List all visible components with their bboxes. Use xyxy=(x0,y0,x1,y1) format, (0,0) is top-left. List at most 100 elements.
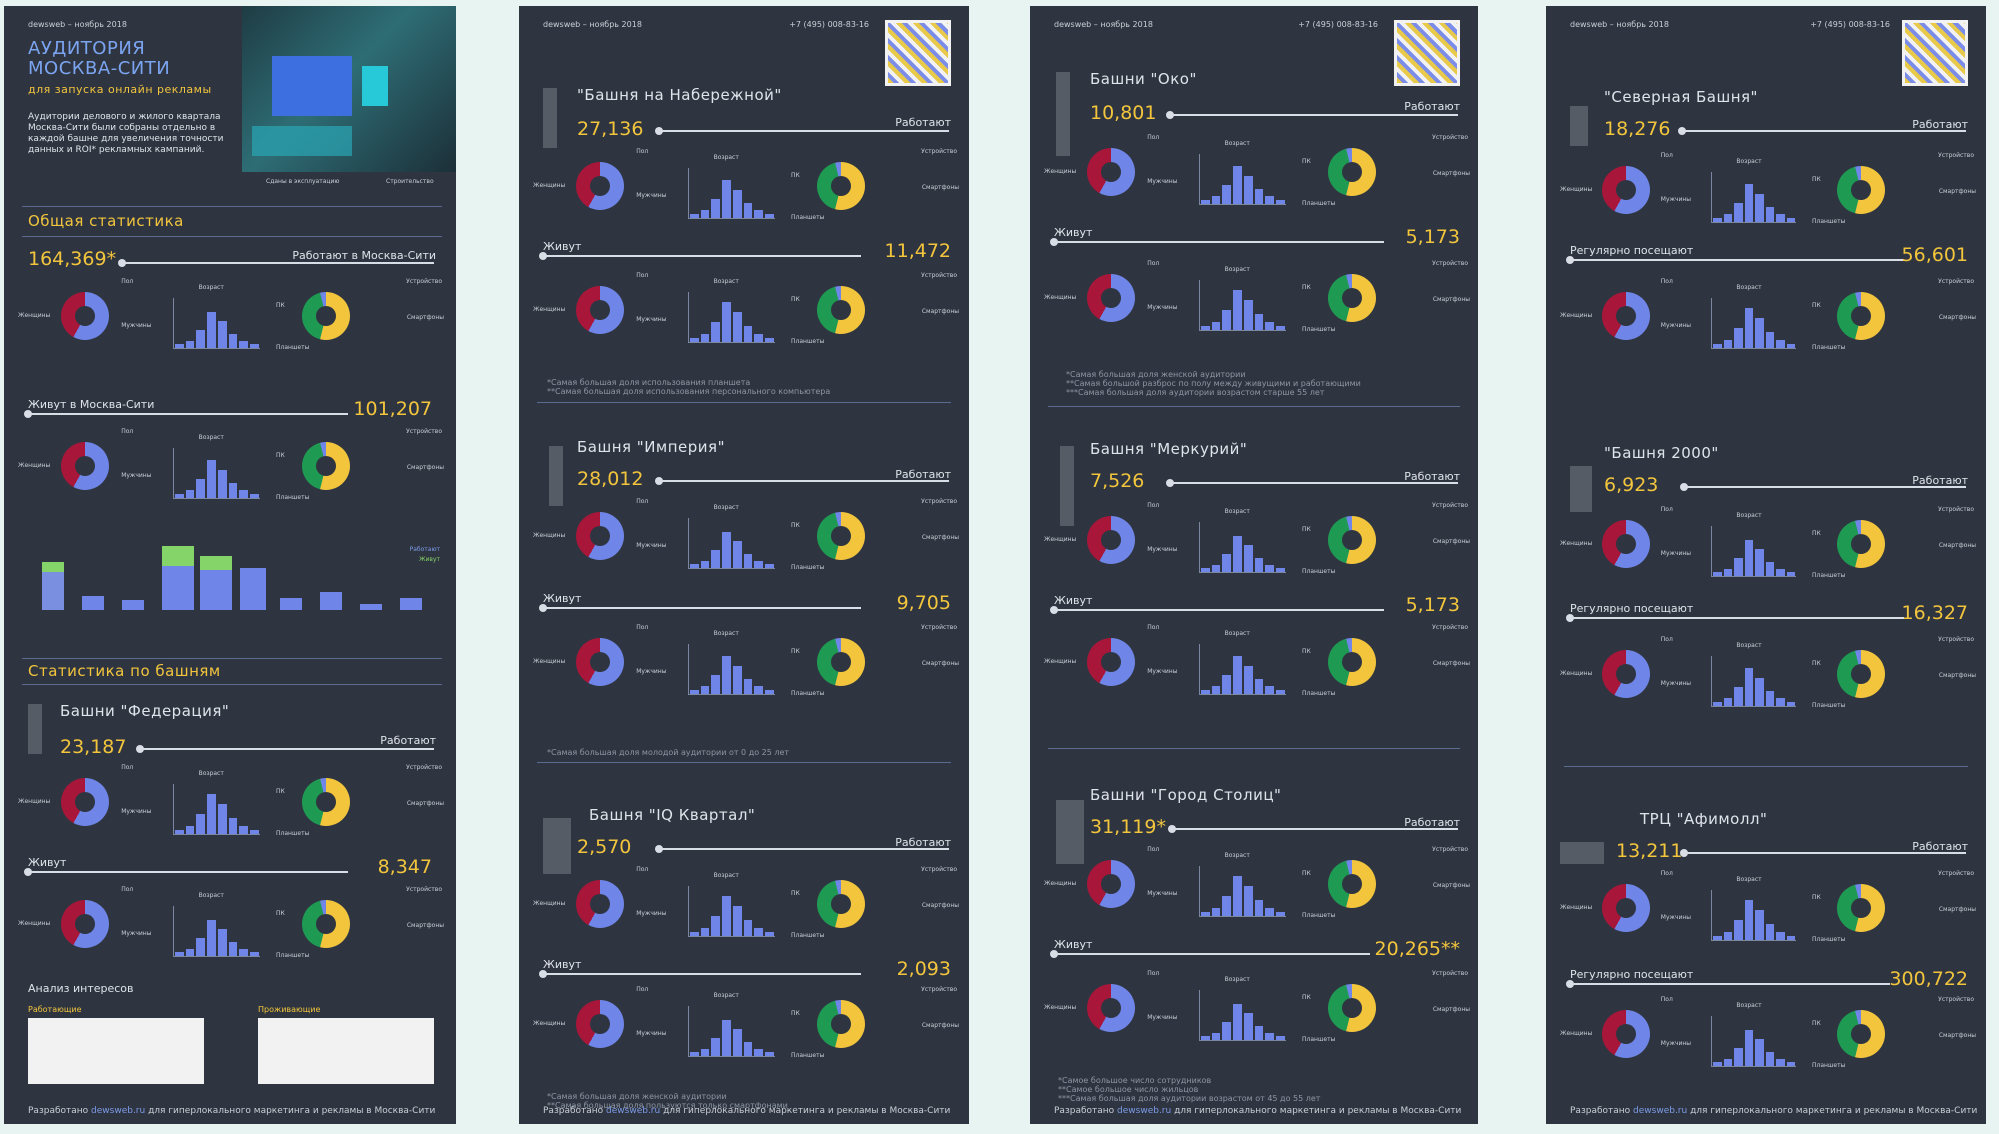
gender-donut-chart xyxy=(1087,638,1135,686)
age-histogram xyxy=(1711,526,1797,577)
age-bar xyxy=(1211,322,1221,330)
device-donut-chart xyxy=(1837,520,1886,568)
pc-label: ПК xyxy=(791,890,800,897)
age-histogram xyxy=(1198,644,1286,695)
device-donut-chart xyxy=(816,286,865,334)
men-label: Мужчины xyxy=(636,1030,667,1037)
t1-live-value: 5,173 xyxy=(1405,226,1460,248)
t2-title: Башня "Меркурий" xyxy=(1090,440,1248,458)
stats-group-t2-live: Пол Возраст Устройство Женщины Мужчины ПК План… xyxy=(1044,624,1474,714)
gender-donut-chart xyxy=(576,1000,624,1048)
age-bar xyxy=(185,340,195,348)
age-histogram xyxy=(687,886,775,937)
pc-label: ПК xyxy=(1812,894,1821,901)
women-label: Женщины xyxy=(18,920,51,927)
tower-icon xyxy=(549,446,563,506)
age-bar xyxy=(765,214,774,218)
age-bar xyxy=(1713,702,1722,706)
age-caption: Возраст xyxy=(198,892,224,899)
stats-group-t2-visit: Пол Возраст Устройство Женщины Мужчины ПК План… xyxy=(1560,636,1980,726)
age-caption: Возраст xyxy=(1224,266,1250,273)
header-brand: dewsweb – ноябрь 2018 xyxy=(1054,20,1153,29)
tablets-label: Планшеты xyxy=(791,564,825,571)
age-bar xyxy=(711,199,721,218)
device-donut-chart xyxy=(816,638,865,686)
t2-title: Башня "Империя" xyxy=(577,438,725,456)
t1-work-label: Работают xyxy=(1404,100,1460,113)
age-bar xyxy=(689,690,699,694)
smartphones-label: Смартфоны xyxy=(1432,170,1470,177)
age-bar xyxy=(1200,200,1210,204)
age-bar xyxy=(700,210,710,218)
gender-donut-chart xyxy=(1602,1010,1650,1058)
smartphones-label: Смартфоны xyxy=(1432,882,1470,889)
smartphones-label: Смартфоны xyxy=(1938,672,1976,679)
device-donut-chart xyxy=(1327,860,1376,908)
gender-caption: Пол xyxy=(1147,502,1160,509)
smartphones-label: Смартфоны xyxy=(1432,1006,1470,1013)
t1-work-label: Работают xyxy=(1912,118,1968,131)
t2-live-label: Живут xyxy=(543,592,582,605)
tablets-label: Планшеты xyxy=(276,830,310,837)
women-label: Женщины xyxy=(18,798,51,805)
stats-group-t3-live: Пол Возраст Устройство Женщины Мужчины ПК План… xyxy=(533,986,963,1076)
age-bar xyxy=(1254,1025,1264,1040)
t3-live-label: Живут xyxy=(543,958,582,971)
t2-note: *Самая большая доля молодой аудитории от… xyxy=(547,748,790,757)
gender-caption: Пол xyxy=(636,498,649,505)
gender-donut-chart xyxy=(576,512,624,560)
gender-donut-chart xyxy=(576,162,624,210)
age-caption: Возраст xyxy=(1224,630,1250,637)
tablets-label: Планшеты xyxy=(1302,1036,1336,1043)
men-label: Мужчины xyxy=(1660,1040,1692,1047)
stats-group-total: Пол Возраст Устройство Женщины Мужчины ПК План… xyxy=(18,278,448,368)
gender-donut-chart xyxy=(1602,650,1650,698)
t2-visit-label: Регулярно посещают xyxy=(1570,602,1694,615)
smartphones-label: Смартфоны xyxy=(921,308,959,315)
footer-link[interactable]: dewsweb.ru xyxy=(1633,1106,1688,1116)
age-bar xyxy=(1243,300,1253,330)
pc-label: ПК xyxy=(791,648,800,655)
age-bar xyxy=(1233,876,1242,916)
gender-caption: Пол xyxy=(121,764,134,771)
age-bar xyxy=(1200,568,1210,572)
men-label: Мужчины xyxy=(1660,914,1692,921)
smartphones-label: Смартфоны xyxy=(406,800,444,807)
age-bar xyxy=(1233,1004,1242,1040)
footer-link[interactable]: dewsweb.ru xyxy=(606,1106,661,1116)
age-bar xyxy=(1734,1048,1743,1066)
gender-caption: Пол xyxy=(1660,152,1673,159)
age-caption: Возраст xyxy=(1736,284,1762,291)
tablets-label: Планшеты xyxy=(791,214,825,221)
footer-link[interactable]: dewsweb.ru xyxy=(91,1106,146,1116)
age-bar xyxy=(700,928,710,936)
age-bar xyxy=(754,686,764,694)
panel-towers-3: dewsweb – ноябрь 2018 +7 (495) 008-83-16… xyxy=(1546,6,1986,1124)
stats-group-t1-work: Пол Возраст Устройство Женщины Мужчины ПК План… xyxy=(533,148,963,238)
men-label: Мужчины xyxy=(636,910,667,917)
age-histogram xyxy=(687,168,775,219)
men-label: Мужчины xyxy=(1660,680,1692,687)
t1-work-value: 10,801 xyxy=(1090,102,1157,124)
tablets-label: Планшеты xyxy=(1302,326,1336,333)
footer: Разработано dewsweb.ru для гиперлокально… xyxy=(543,1106,951,1116)
interests-title: Анализ интересов xyxy=(28,982,134,995)
device-caption: Устройство xyxy=(921,624,957,631)
device-donut-chart xyxy=(1837,166,1886,214)
age-bar xyxy=(1734,328,1743,348)
device-caption: Устройство xyxy=(406,428,442,435)
age-caption: Возраст xyxy=(1736,158,1762,165)
qr-code xyxy=(1394,20,1460,86)
t1-visit-value: 56,601 xyxy=(1901,244,1968,266)
footer-link[interactable]: dewsweb.ru xyxy=(1117,1106,1172,1116)
header-phone: +7 (495) 008-83-16 xyxy=(789,20,869,29)
tablets-label: Планшеты xyxy=(1302,690,1336,697)
t1-live-label: Живут xyxy=(1054,226,1093,239)
men-label: Мужчины xyxy=(1660,196,1692,203)
men-label: Мужчины xyxy=(1147,1014,1178,1021)
age-bar xyxy=(1276,690,1285,694)
women-label: Женщины xyxy=(533,532,566,539)
header-brand: dewsweb – ноябрь 2018 xyxy=(28,20,127,29)
age-bar xyxy=(1243,545,1253,572)
tablets-label: Планшеты xyxy=(1812,1062,1846,1069)
